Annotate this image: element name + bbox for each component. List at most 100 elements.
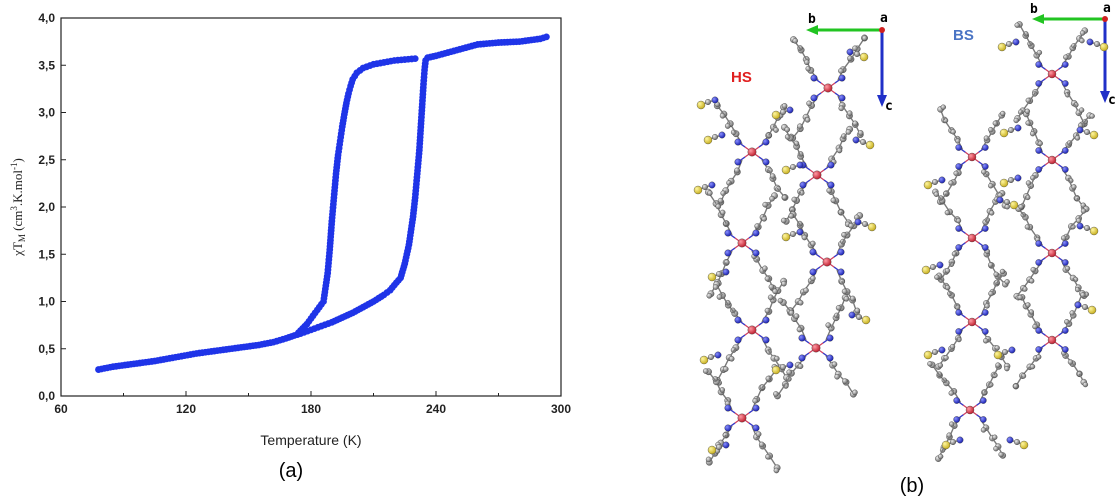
carbon-atom [1080, 208, 1087, 214]
nitrogen-atom [711, 96, 719, 104]
nitrogen-atom [827, 161, 835, 169]
sulfur-atom [921, 265, 931, 275]
carbon-atom [716, 444, 723, 451]
carbon-atom [932, 349, 939, 356]
nitrogen-atom [955, 225, 963, 232]
carbon-atom [781, 280, 787, 287]
carbon-atom [784, 126, 791, 133]
nitrogen-atom [734, 138, 742, 146]
nitrogen-atom [786, 106, 794, 114]
carbon-atom [1030, 266, 1036, 273]
nitrogen-atom [827, 181, 835, 189]
y-tick-label: 0,0 [38, 389, 55, 403]
carbon-atom [707, 190, 713, 196]
sulfur-atom [693, 185, 703, 195]
nitrogen-atom [1076, 126, 1084, 134]
iron-atom [1047, 69, 1057, 79]
nitrogen-atom [996, 196, 1004, 204]
carbon-atom [754, 223, 760, 229]
nitrogen-atom [938, 176, 946, 184]
carbon-atom [988, 290, 994, 297]
carbon-atom [989, 210, 995, 216]
carbon-atom [995, 362, 1001, 368]
nitrogen-atom [846, 48, 854, 56]
carbon-atom [797, 123, 803, 129]
nitrogen-atom [1035, 327, 1043, 334]
nitrogen-atom [938, 346, 946, 354]
sulfur-atom [1089, 130, 1099, 140]
carbon-atom [1078, 107, 1085, 113]
axis-a-label: a [880, 11, 888, 26]
carbon-atom [702, 368, 709, 374]
bs-label: BS [953, 27, 974, 44]
carbon-atom [852, 45, 858, 52]
nitrogen-atom [752, 249, 760, 257]
axis-b-label: b [808, 12, 816, 27]
nitrogen-atom [838, 74, 846, 82]
sulfur-atom [867, 222, 877, 232]
carbon-atom [767, 294, 774, 301]
sulfur-atom [997, 42, 1007, 52]
carbon-atom [854, 307, 861, 314]
carbon-atom [988, 183, 994, 189]
x-tick-label: 180 [301, 402, 321, 416]
sulfur-atom [993, 350, 1003, 360]
carbon-atom [944, 284, 951, 291]
nitrogen-atom [1035, 80, 1043, 87]
nitrogen-atom [1061, 80, 1069, 87]
carbon-atom [1013, 117, 1019, 124]
carbon-atom [1093, 41, 1100, 48]
nitrogen-atom [826, 354, 834, 362]
iron-atom [737, 238, 747, 248]
carbon-atom [981, 169, 987, 175]
x-tick-label: 120 [176, 402, 196, 416]
sulfur-atom [923, 350, 933, 360]
carbon-atom [706, 292, 713, 299]
carbon-atom [1025, 180, 1032, 186]
carbon-atom [841, 231, 847, 238]
carbon-atom [806, 100, 812, 107]
carbon-atom [937, 362, 944, 369]
carbon-atom [1008, 126, 1015, 133]
carbon-atom [847, 55, 853, 62]
carbon-atom [777, 297, 784, 304]
x-tick-label: 240 [426, 402, 446, 416]
carbon-atom [841, 288, 848, 295]
nitrogen-atom [724, 229, 732, 237]
x-axis-label: Temperature (K) [260, 432, 361, 448]
nitrogen-atom [796, 161, 804, 169]
nitrogen-atom [1076, 222, 1084, 230]
carbon-atom [773, 467, 780, 474]
carbon-atom [790, 230, 797, 237]
carbon-atom [1063, 54, 1069, 60]
carbon-atom [769, 195, 775, 202]
y-axis-label: χTM (cm3.K.mol-1) [9, 158, 27, 257]
nitrogen-atom [1006, 436, 1014, 444]
iron-atom [747, 325, 757, 335]
y-tick-label: 1,0 [38, 295, 55, 309]
iron-atom [967, 152, 977, 162]
nitrogen-atom [837, 268, 845, 276]
y-axis-ticks: 0,0 0,5 1,0 1,5 2,0 2,5 3,0 3,5 4,0 [38, 11, 66, 403]
carbon-atom [1079, 37, 1085, 44]
carbon-atom [934, 274, 940, 280]
carbon-atom [717, 197, 724, 204]
carbon-atom [715, 203, 722, 210]
carbon-atom [933, 191, 939, 197]
series-line [98, 36, 547, 371]
carbon-atom [772, 288, 778, 295]
iron-atom [965, 405, 975, 415]
iron-atom [822, 257, 832, 267]
nitrogen-atom [1035, 346, 1043, 353]
nitrogen-atom [981, 244, 989, 251]
y-tick-label: 0,5 [38, 342, 55, 356]
sulfur-atom [703, 135, 713, 145]
carbon-atom [927, 361, 933, 367]
nitrogen-atom [762, 158, 770, 166]
carbon-atom [716, 271, 723, 278]
carbon-atom [1067, 359, 1074, 365]
carbon-atom [834, 373, 840, 380]
carbon-atom [712, 133, 719, 140]
nitrogen-atom [1061, 346, 1069, 353]
carbon-atom [1013, 383, 1019, 389]
